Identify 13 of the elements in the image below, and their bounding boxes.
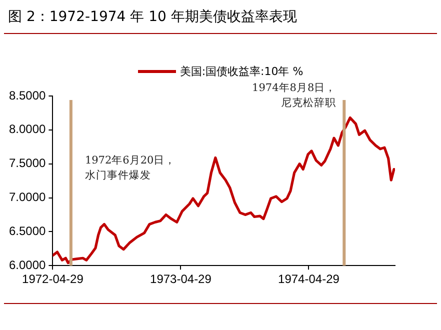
ref-line-label: 1974年8月8日，尼克松辞职: [252, 82, 336, 109]
x-tick-label: 1973-04-29: [150, 272, 212, 286]
y-tick-label: 6.0000: [9, 258, 46, 272]
legend-label: 美国:国债收益率:10年 %: [178, 65, 304, 78]
y-tick-label: 8.5000: [9, 88, 46, 102]
y-tick-label: 6.5000: [9, 224, 46, 238]
chart-title: 图 2：1972-1974 年 10 年期美债收益率表现: [8, 8, 297, 26]
y-tick-label: 7.5000: [9, 156, 46, 170]
x-tick-label: 1974-04-29: [278, 272, 340, 286]
ref-line-label: 1972年6月20日，水门事件爆发: [84, 154, 176, 182]
x-tick-label: 1972-04-29: [22, 272, 84, 286]
y-tick-label: 8.0000: [9, 122, 46, 136]
y-tick-label: 7.0000: [9, 190, 46, 204]
